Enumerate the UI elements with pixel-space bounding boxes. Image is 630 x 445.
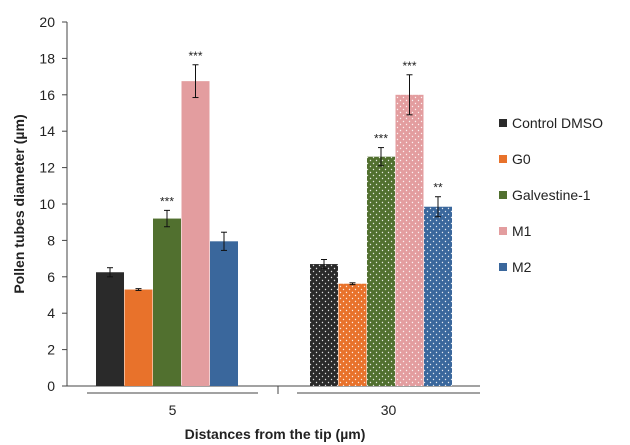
- legend: Control DMSO G0 Galvestine-1 M1 M2: [499, 115, 603, 275]
- bar: [153, 218, 181, 386]
- y-tick-label: 8: [47, 232, 55, 248]
- category-labels: 5 30: [87, 386, 480, 418]
- significance-label: ***: [402, 59, 416, 73]
- significance-label: ***: [188, 49, 202, 63]
- bars: **************: [96, 49, 452, 387]
- bar-pattern: [310, 264, 338, 386]
- bar-pattern: [424, 206, 452, 386]
- y-tick-label: 4: [47, 305, 55, 321]
- legend-label: M1: [512, 223, 532, 239]
- bar-pattern: [338, 283, 367, 386]
- x-axis-title: Distances from the tip (µm): [185, 426, 366, 442]
- significance-label: ***: [374, 132, 388, 146]
- y-tick-label: 16: [39, 87, 55, 103]
- legend-swatch: [499, 263, 507, 271]
- y-axis-ticks: 0 2 4 6 8 10 12 14 16 18 20: [39, 14, 67, 394]
- legend-swatch: [499, 191, 507, 199]
- bar: [96, 272, 124, 386]
- bar: [124, 289, 153, 386]
- bar-pattern: [367, 156, 395, 386]
- category-label: 5: [169, 402, 177, 418]
- y-tick-label: 6: [47, 269, 55, 285]
- y-tick-label: 20: [39, 14, 55, 30]
- legend-label: G0: [512, 151, 531, 167]
- legend-swatch: [499, 155, 507, 163]
- legend-label: M2: [512, 259, 532, 275]
- y-tick-label: 0: [47, 378, 55, 394]
- category-label: 30: [381, 402, 397, 418]
- y-axis-title: Pollen tubes diameter (µm): [11, 114, 27, 293]
- significance-label: **: [433, 181, 443, 195]
- legend-label: Galvestine-1: [512, 187, 591, 203]
- legend-swatch: [499, 227, 507, 235]
- legend-label: Control DMSO: [512, 115, 603, 131]
- y-tick-label: 2: [47, 342, 55, 358]
- y-tick-label: 14: [39, 123, 55, 139]
- significance-label: ***: [160, 194, 174, 208]
- legend-swatch: [499, 119, 507, 127]
- y-tick-label: 10: [39, 196, 55, 212]
- y-tick-label: 12: [39, 160, 55, 176]
- bar: [181, 81, 210, 387]
- bar-pattern: [395, 94, 424, 387]
- y-tick-label: 18: [39, 50, 55, 66]
- bar: [210, 241, 238, 386]
